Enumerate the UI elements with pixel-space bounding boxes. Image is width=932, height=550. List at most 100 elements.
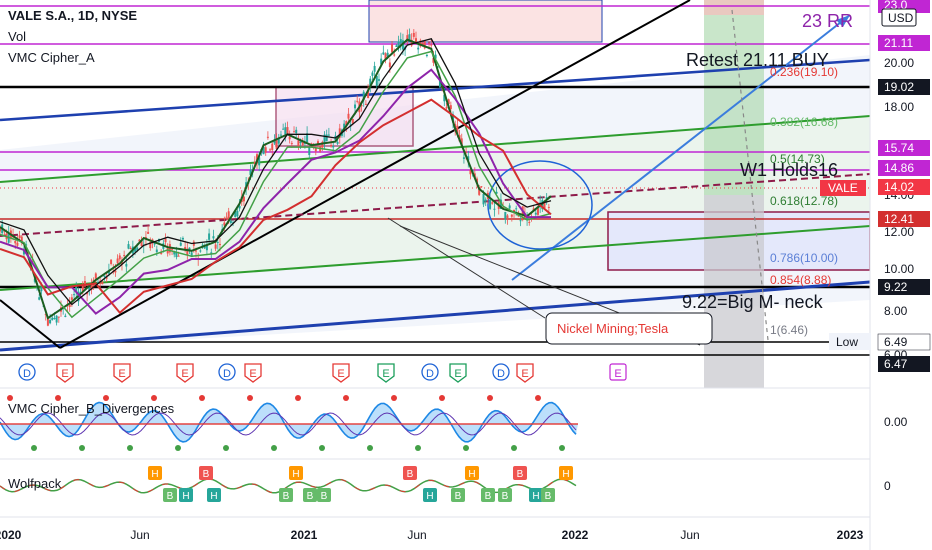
candle-body	[188, 247, 191, 251]
event-badge-0	[18, 363, 36, 381]
candle-body	[434, 54, 437, 59]
cipher-b-dot-6	[151, 395, 157, 401]
candle-body	[234, 210, 237, 218]
event-badge-text-10: D	[497, 368, 505, 380]
candle-body	[447, 99, 450, 105]
candle-body	[27, 252, 30, 254]
candle-body	[308, 146, 311, 156]
event-badge-10	[492, 363, 510, 381]
blue-trend-lower	[0, 280, 871, 352]
axis-tag-text-2: 19.02	[884, 80, 914, 94]
axis-tag-10	[878, 356, 930, 372]
candle-body	[184, 247, 187, 250]
candle-body	[545, 197, 548, 199]
event-badge-text-2: E	[118, 368, 125, 380]
candle-body	[465, 151, 468, 153]
candle-body	[408, 34, 411, 42]
wolfpack-badge-11	[451, 488, 465, 502]
axis-tag-2	[878, 79, 930, 95]
candle-body	[114, 270, 117, 273]
candle-body	[395, 45, 398, 47]
wolfpack-badge-17	[541, 488, 555, 502]
wolfpack-pane-label: Wolfpack	[8, 476, 62, 491]
candle-body	[57, 316, 60, 318]
candle-body	[238, 205, 241, 209]
candle-body	[506, 215, 509, 218]
candle-body	[295, 129, 298, 134]
candle-body	[18, 235, 21, 238]
candle-body	[279, 134, 282, 136]
wolfpack-badge-text-1: B	[167, 491, 174, 502]
fib-label-1: 0.382(16.68)	[770, 115, 838, 129]
candle-body	[362, 91, 365, 101]
candle-body	[469, 169, 472, 175]
candle-body	[127, 244, 130, 249]
candle-body	[421, 42, 424, 46]
axis-tag-text-9: 6.49	[884, 335, 908, 349]
ma-red	[0, 98, 552, 315]
candle-body	[399, 39, 402, 44]
candle-body	[90, 285, 93, 290]
cipher-b-pane-label: VMC Cipher_B_Divergences	[8, 401, 175, 416]
axis-tag-6	[878, 179, 930, 195]
fib-label-0: 0.236(19.10)	[770, 65, 838, 79]
candle-body	[103, 275, 106, 277]
candle-body	[105, 277, 108, 279]
rr-annotation: 23 RR	[802, 11, 853, 31]
wolfpack-badge-3	[199, 466, 213, 480]
candle-body	[412, 32, 415, 37]
candle-body	[415, 38, 418, 43]
cipher-b-dot-5	[127, 445, 133, 451]
candle-body	[508, 205, 511, 209]
candle-body	[369, 78, 372, 88]
candle-body	[55, 315, 58, 323]
event-badge-text-6: E	[337, 368, 344, 380]
candle-body	[140, 241, 143, 246]
low-tag-bg	[829, 333, 871, 350]
time-tick-5: Jun	[680, 528, 699, 542]
candle-body	[75, 286, 78, 292]
candle-body	[242, 196, 245, 202]
cipher-b-dot-10	[247, 395, 253, 401]
candle-body	[325, 134, 328, 142]
wolfpack-badge-14	[498, 488, 512, 502]
candle-body	[14, 240, 17, 244]
candle-body	[519, 220, 522, 222]
candle-body	[478, 187, 481, 195]
wolfpack-badge-text-9: B	[407, 469, 414, 480]
candle-body	[40, 286, 43, 292]
candle-body	[51, 317, 54, 321]
indicator-label: VMC Cipher_A	[8, 50, 95, 65]
candle-body	[423, 40, 426, 49]
price-tick-6: 8.00	[884, 304, 908, 318]
axis-tag-text-8: 9.22	[884, 280, 908, 294]
candle-body	[195, 250, 198, 252]
candle-body	[386, 52, 389, 57]
wolfpack-badge-text-2: H	[182, 491, 189, 502]
cipher-b-dot-23	[559, 445, 565, 451]
ma-purple	[0, 68, 551, 315]
candle-body	[410, 39, 413, 46]
black-trend-falling	[0, 299, 61, 349]
time-tick-4: 2022	[562, 528, 589, 542]
event-badge-text-12: E	[614, 368, 621, 380]
candle-body	[205, 244, 208, 251]
candle-body	[393, 54, 396, 56]
candle-body	[493, 208, 496, 210]
candle-body	[515, 208, 518, 210]
wolfpack-badge-text-13: B	[485, 491, 492, 502]
candle-body	[253, 161, 256, 165]
w1-annotation: W1 Holds16	[740, 160, 838, 180]
cipher-b-dot-15	[367, 445, 373, 451]
candle-body	[81, 283, 84, 292]
candle-body	[345, 121, 348, 126]
candle-body	[354, 104, 357, 109]
candle-body	[271, 143, 274, 151]
axis-tag-4	[878, 160, 930, 176]
wolfpack-badge-text-7: B	[307, 491, 314, 502]
candle-body	[489, 199, 492, 209]
cipher-b-dot-4	[103, 395, 109, 401]
candle-body	[532, 208, 535, 211]
candle-body	[110, 259, 113, 264]
